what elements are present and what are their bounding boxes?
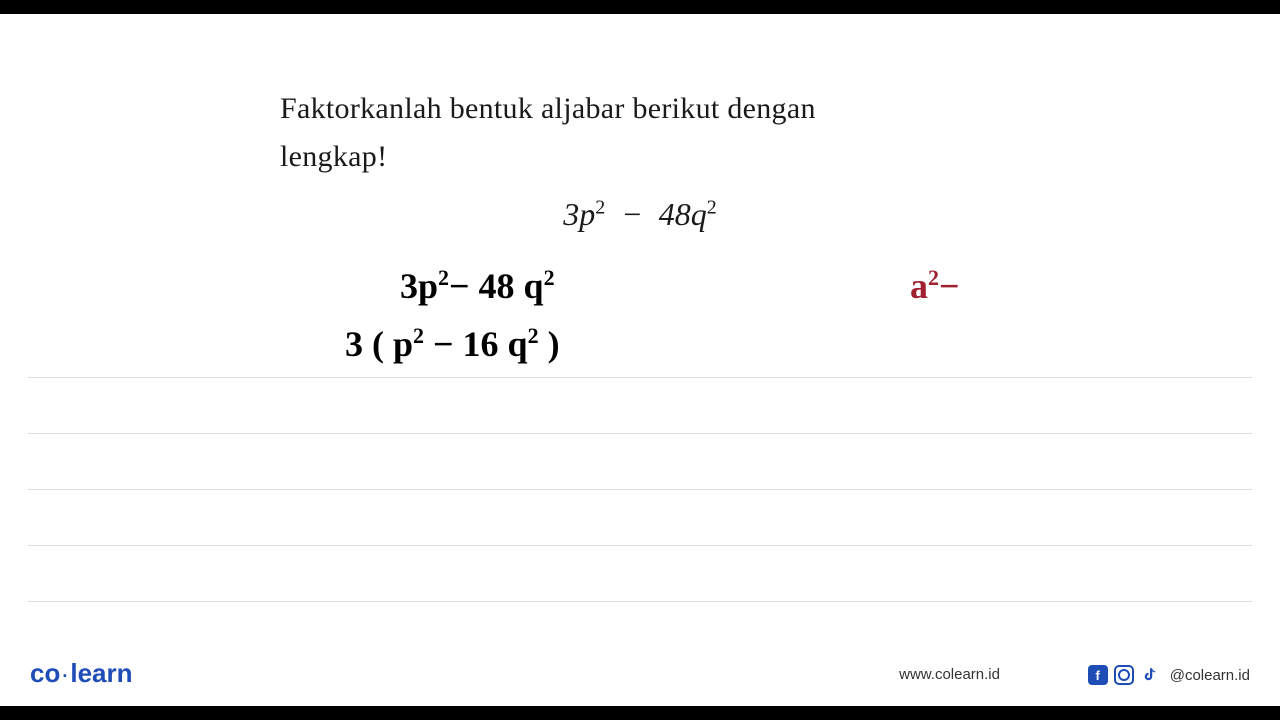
ruled-line [28, 378, 1252, 434]
ruled-line [28, 490, 1252, 546]
logo-co: co [30, 658, 60, 688]
website-url: www.colearn.id [899, 666, 1000, 683]
footer: co·learn www.colearn.id f @colearn.id [0, 655, 1280, 695]
top-black-bar [0, 0, 1280, 14]
ruled-line [28, 546, 1252, 602]
logo-separator: · [62, 666, 68, 686]
colearn-logo: co·learn [30, 658, 133, 689]
instagram-icon [1114, 665, 1134, 685]
facebook-icon: f [1088, 665, 1108, 685]
ruled-lines-area [28, 322, 1252, 602]
ruled-line [28, 322, 1252, 378]
handwriting-identity-note: a2− [910, 265, 960, 307]
problem-line1: Faktorkanlah bentuk aljabar berikut deng… [280, 92, 816, 125]
math-expression: 3p2 − 48q2 [280, 196, 1000, 233]
social-icons: f @colearn.id [1088, 665, 1250, 685]
logo-learn: learn [70, 658, 132, 688]
tiktok-icon [1140, 665, 1160, 685]
bottom-black-bar [0, 706, 1280, 720]
problem-content: Faktorkanlah bentuk aljabar berikut deng… [280, 85, 1000, 233]
social-handle: @colearn.id [1170, 667, 1250, 684]
handwriting-step1: 3p2− 48 q2 [400, 265, 555, 307]
ruled-line [28, 434, 1252, 490]
problem-line2: lengkap! [280, 140, 387, 173]
problem-text: Faktorkanlah bentuk aljabar berikut deng… [280, 85, 1000, 181]
handwriting-step2: 3 ( p2 − 16 q2 ) [345, 323, 560, 365]
